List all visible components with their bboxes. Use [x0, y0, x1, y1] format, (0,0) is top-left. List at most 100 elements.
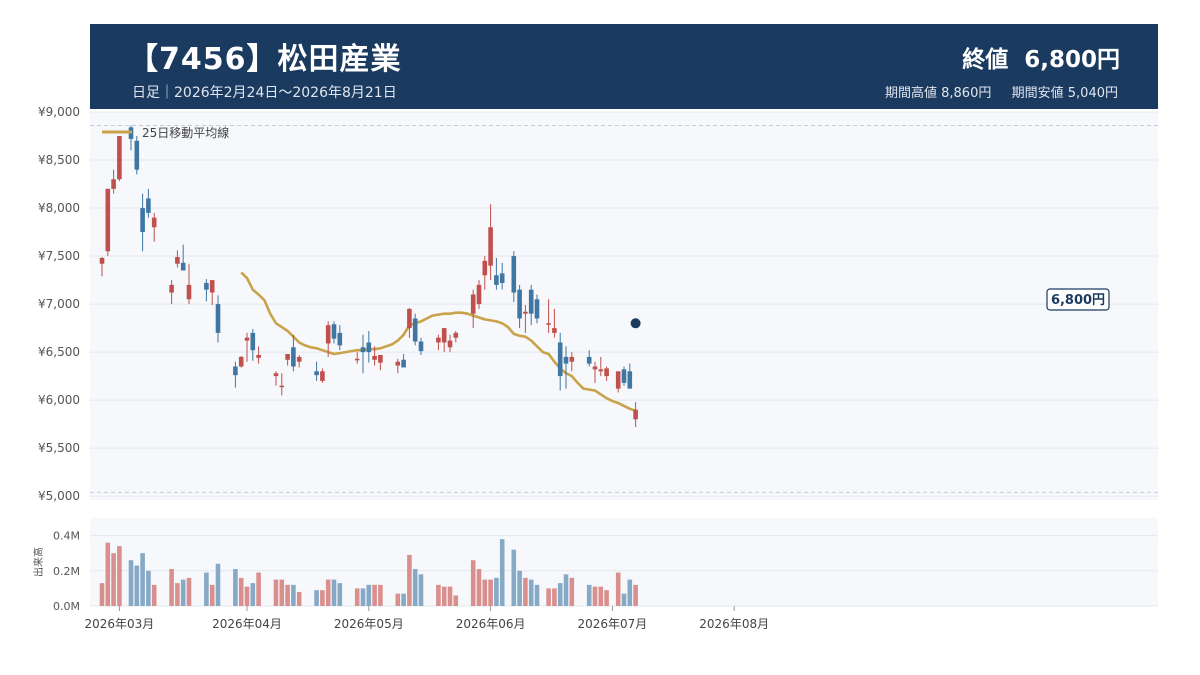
candle-up — [523, 311, 528, 314]
volume-panel — [90, 518, 1158, 606]
x-axis: 2026年03月 2026年04月 2026年05月 2026年06月 2026年07月… — [84, 606, 769, 631]
candle-up — [598, 369, 604, 372]
volume-bar — [523, 577, 528, 606]
volume-bar — [470, 560, 476, 606]
candle-up — [476, 284, 482, 305]
volume-bars — [99, 539, 638, 606]
volume-bar — [534, 584, 540, 606]
candle-up — [238, 356, 244, 367]
volume-bar — [366, 584, 372, 606]
candle-up — [354, 358, 360, 361]
volume-bar — [604, 590, 609, 606]
candle-down — [146, 198, 151, 213]
volume-bar — [407, 554, 412, 606]
volume-bar — [412, 569, 418, 606]
candle-up — [209, 280, 215, 293]
volume-bar — [296, 591, 302, 606]
candle-up — [244, 337, 250, 341]
candle-up — [279, 385, 285, 388]
price-axis: ¥5,000 ¥5,500 ¥6,000 ¥6,500 ¥7,000 ¥7,500 ¥8,0… — [38, 105, 80, 503]
price-tick-label: ¥5,000 — [38, 489, 80, 503]
high-value: 8,860円 — [941, 86, 992, 101]
volume-bar — [418, 574, 424, 606]
candle-down — [499, 273, 505, 283]
volume-bar — [169, 569, 174, 606]
candle-down — [337, 332, 343, 346]
candle-down — [517, 289, 522, 319]
candle-down — [627, 371, 633, 389]
x-tick-label: 2026年06月 — [456, 617, 526, 631]
candle-up — [633, 409, 638, 420]
volume-bar — [151, 584, 157, 606]
volume-bar — [256, 572, 261, 606]
volume-bar — [244, 586, 250, 606]
candle-up — [256, 354, 261, 358]
candle-up — [482, 260, 488, 276]
candle-down — [314, 371, 319, 376]
low-value: 5,040円 — [1067, 86, 1118, 101]
ma-legend-label: 25日移動平均線 — [142, 125, 229, 140]
candle-down — [586, 356, 592, 364]
volume-bar — [180, 579, 186, 606]
volume-bar — [563, 574, 569, 606]
price-tick-label: ¥8,500 — [38, 153, 80, 167]
close-price: 終値 6,800円 — [954, 40, 1120, 74]
volume-bar — [291, 584, 296, 606]
volume-bar — [557, 583, 563, 606]
candle-up — [285, 354, 290, 360]
volume-bar — [476, 569, 482, 606]
volume-tick-label: 0.0M — [53, 600, 80, 613]
page-title: 【7456】松田産業 — [128, 42, 402, 77]
last-price-box — [1046, 288, 1110, 311]
price-tick-label: ¥8,000 — [38, 201, 80, 215]
candle-down — [366, 342, 372, 353]
candle-up — [552, 328, 557, 333]
volume-axis-label: 出来高 — [32, 547, 45, 577]
candle-up — [447, 340, 453, 348]
volume-bar — [488, 579, 493, 606]
volume-bar — [447, 586, 453, 606]
volume-bar — [285, 584, 290, 606]
candle-down — [401, 359, 406, 368]
volume-bar — [511, 549, 517, 606]
volume-bar — [494, 577, 499, 606]
volume-bar — [615, 572, 621, 606]
candle-down — [331, 324, 337, 339]
volume-bar — [175, 583, 180, 606]
volume-tick-label: 0.2M — [53, 565, 80, 578]
price-tick-label: ¥9,000 — [38, 105, 80, 119]
candle-up — [372, 355, 377, 360]
volume-bar — [586, 584, 592, 606]
volume-bar — [598, 586, 604, 606]
candle-down — [557, 342, 563, 377]
volume-bar — [320, 590, 325, 606]
candle-up — [378, 354, 383, 363]
x-tick-label: 2026年03月 — [84, 617, 154, 631]
price-grid — [90, 111, 1158, 497]
candle-up — [453, 332, 459, 338]
volume-bar — [117, 546, 122, 606]
x-tick-label: 2026年08月 — [699, 617, 769, 631]
volume-bar — [621, 593, 627, 606]
price-tick-label: ¥5,500 — [38, 441, 80, 455]
candle-down — [215, 304, 221, 333]
volume-bar — [499, 539, 505, 606]
candle-up — [111, 179, 116, 189]
volume-bar — [128, 560, 134, 606]
volume-bar — [436, 584, 441, 606]
candle-up — [296, 356, 302, 362]
candle-up — [615, 371, 621, 389]
candle-down — [233, 366, 238, 376]
candle-down — [528, 289, 534, 314]
low-label: 期間安値 — [1011, 86, 1064, 101]
candle-down — [534, 299, 540, 319]
x-tick-label: 2026年04月 — [212, 617, 282, 631]
candle-up — [407, 308, 412, 329]
candle-down — [360, 347, 366, 353]
candle-up — [488, 227, 493, 266]
candle-up — [99, 257, 105, 264]
candle-down — [180, 262, 186, 271]
volume-bar — [360, 588, 366, 606]
ma-layer — [240, 271, 637, 412]
volume-bar — [105, 542, 111, 606]
